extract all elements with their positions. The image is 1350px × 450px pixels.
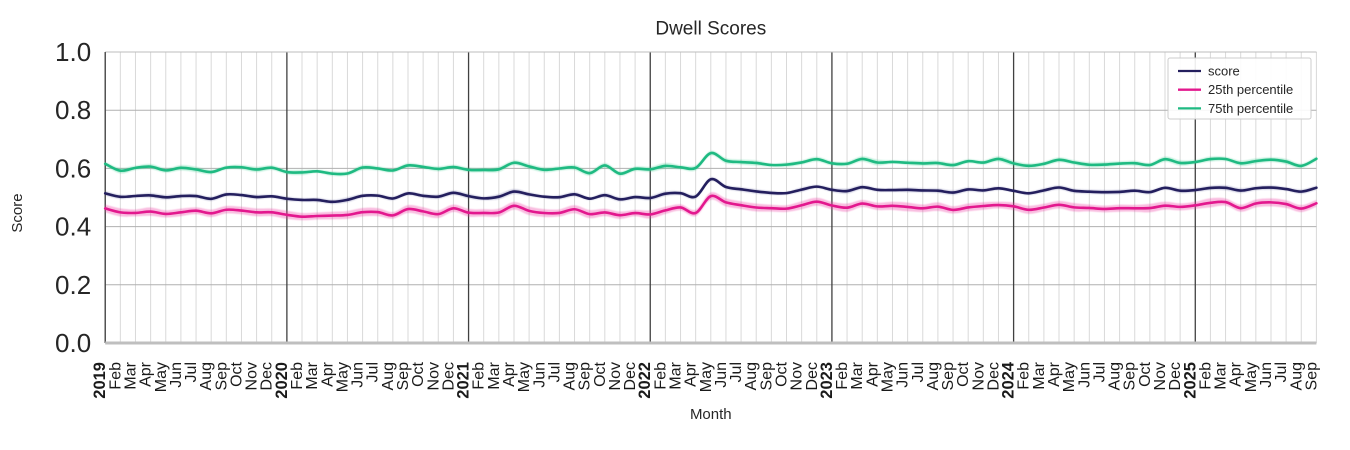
svg-text:Sep: Sep	[1303, 362, 1320, 391]
svg-text:Month: Month	[690, 406, 732, 423]
svg-text:0.6: 0.6	[55, 153, 91, 183]
svg-text:Dwell Scores: Dwell Scores	[655, 19, 766, 40]
svg-text:score: score	[1208, 64, 1240, 79]
svg-text:0.4: 0.4	[55, 212, 91, 242]
svg-text:0.2: 0.2	[55, 270, 91, 300]
svg-text:25th percentile: 25th percentile	[1208, 82, 1293, 97]
svg-text:0.0: 0.0	[55, 328, 91, 358]
svg-text:Score: Score	[9, 193, 26, 232]
svg-text:75th percentile: 75th percentile	[1208, 101, 1293, 116]
svg-text:1.0: 1.0	[55, 37, 91, 67]
svg-text:0.8: 0.8	[55, 95, 91, 125]
